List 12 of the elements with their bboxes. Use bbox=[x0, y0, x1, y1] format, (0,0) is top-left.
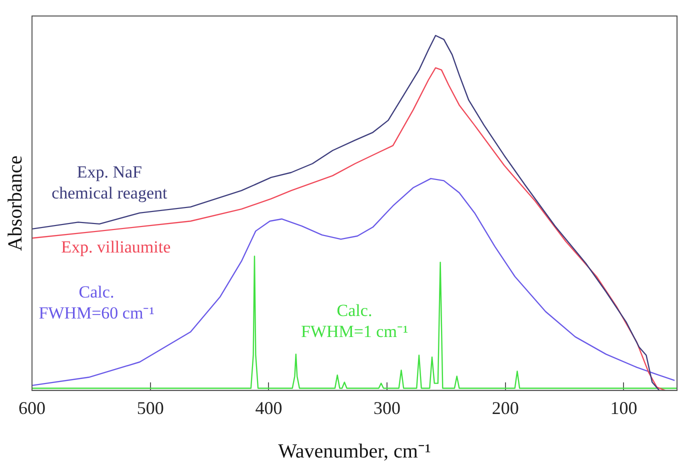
y-axis-title: Absorbance bbox=[4, 155, 26, 251]
x-tick-label: 600 bbox=[18, 398, 46, 418]
series-label: Exp. villiaumite bbox=[61, 238, 171, 257]
x-tick-label: 400 bbox=[255, 398, 282, 418]
x-axis-title: Wavenumber, cm⁻¹ bbox=[278, 440, 431, 462]
series-label: Calc. FWHM=60 cm⁻¹ bbox=[38, 282, 154, 323]
x-tick-label: 500 bbox=[136, 398, 164, 418]
x-tick-label: 300 bbox=[374, 398, 401, 418]
series-label: Exp. NaF chemical reagent bbox=[52, 162, 168, 203]
x-tick-label: 100 bbox=[610, 398, 638, 418]
x-tick-label: 200 bbox=[492, 398, 519, 418]
series-label: Calc. FWHM=1 cm⁻¹ bbox=[300, 301, 408, 342]
